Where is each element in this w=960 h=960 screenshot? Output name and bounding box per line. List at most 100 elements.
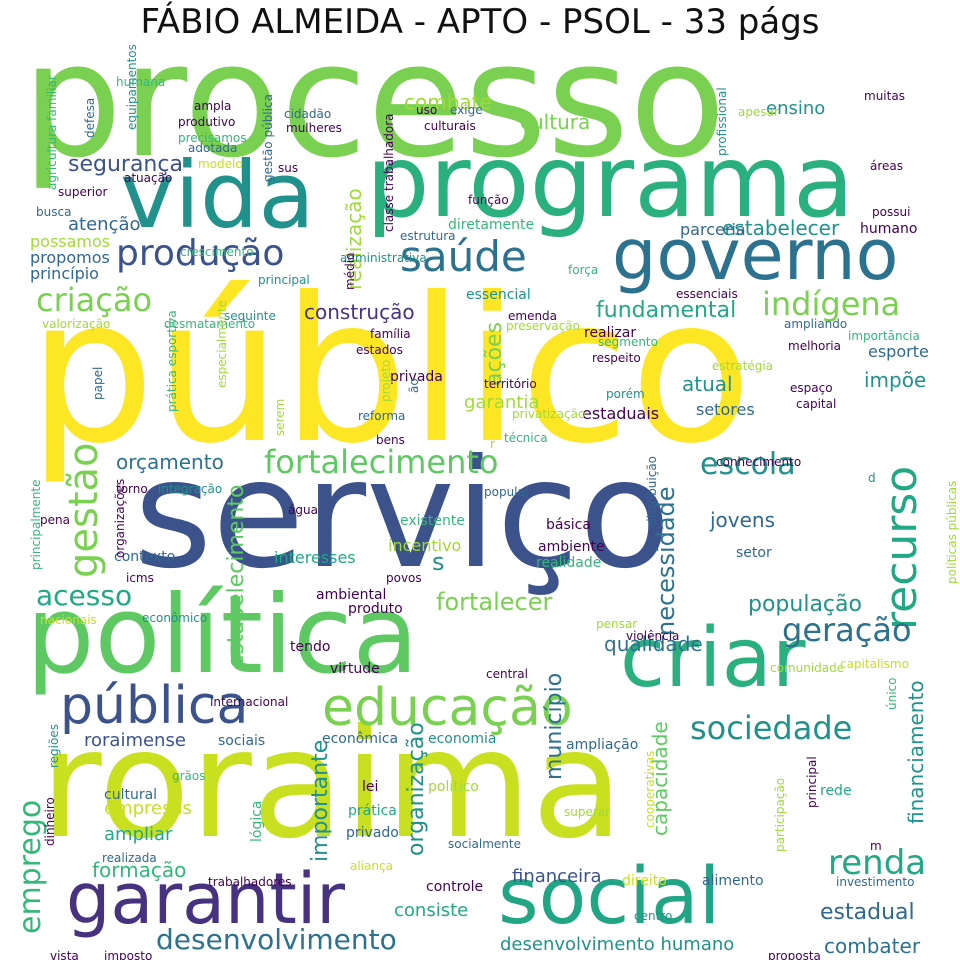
- word-77: setor: [736, 545, 772, 561]
- word-159: privatização: [512, 407, 586, 421]
- word-181: regiões: [47, 724, 61, 768]
- word-71: interesses: [274, 548, 356, 567]
- word-150: profissional: [715, 87, 729, 156]
- word-107: segmento: [598, 335, 658, 349]
- word-82: ampliação: [566, 737, 639, 753]
- word-162: políticas públicas: [945, 480, 959, 584]
- word-191: trabalhadores: [208, 875, 292, 889]
- word-177: capitalismo: [840, 657, 909, 671]
- word-91: controle: [426, 879, 484, 895]
- word-146: equipamentos: [125, 44, 139, 130]
- word-85: lei: [362, 779, 379, 795]
- word-2: serviço: [134, 428, 671, 602]
- word-5: programa: [366, 123, 855, 240]
- word-70: diretamente: [448, 217, 535, 233]
- word-194: centro: [634, 909, 673, 923]
- word-192: investimento: [836, 875, 915, 889]
- word-111: melhoria: [788, 339, 841, 353]
- word-64: propomos: [30, 248, 110, 267]
- word-21: geração: [782, 611, 912, 649]
- word-147: gestão pública: [261, 94, 275, 182]
- word-72: incentivo: [388, 536, 462, 555]
- word-65: princípio: [30, 264, 99, 283]
- word-46: município: [542, 672, 567, 780]
- word-193: socialmente: [448, 837, 521, 851]
- word-124: função: [468, 193, 509, 207]
- word-102: território: [484, 377, 537, 391]
- word-113: espaço: [790, 381, 833, 395]
- chart-title: FÁBIO ALMEIDA - APTO - PSOL - 33 págs: [140, 2, 820, 42]
- word-189: realizada: [102, 851, 157, 865]
- word-84: lógica: [249, 800, 265, 842]
- word-99: pena: [40, 513, 70, 527]
- word-40: construção: [304, 300, 415, 324]
- word-0: processo: [22, 9, 726, 193]
- word-152: papel: [91, 366, 105, 400]
- word-120: apesar: [738, 105, 779, 119]
- word-79: sociais: [218, 733, 266, 749]
- word-80: econômica: [322, 731, 399, 747]
- word-28: população: [748, 592, 862, 617]
- word-96: produto: [348, 601, 403, 617]
- word-185: participação: [773, 777, 787, 852]
- word-78: contexto: [114, 549, 176, 565]
- word-53: financeira: [512, 866, 602, 887]
- word-3: roraima: [40, 698, 624, 872]
- word-139: ampla: [194, 99, 232, 113]
- word-61: empresas: [104, 798, 192, 819]
- word-57: atenção: [68, 214, 141, 235]
- word-15: criação: [36, 281, 153, 319]
- word-134: modelo: [198, 157, 243, 171]
- word-35: combate: [404, 90, 492, 114]
- word-119: exige: [450, 103, 483, 117]
- word-164: distribuição: [645, 455, 659, 526]
- word-131: desmatamento: [164, 317, 256, 331]
- word-26: emprego: [13, 799, 48, 934]
- word-172: nacionais: [40, 613, 97, 627]
- word-138: busca: [36, 205, 72, 219]
- word-169: organizações: [113, 478, 127, 558]
- word-32: financiamento: [904, 680, 928, 824]
- word-141: precisamos: [178, 131, 247, 145]
- word-68: setores: [696, 400, 755, 419]
- word-55: impõe: [864, 368, 927, 392]
- word-95: ambiental: [316, 587, 387, 603]
- word-145: defesa: [83, 97, 97, 138]
- word-6: vida: [120, 142, 315, 249]
- word-168: icms: [126, 571, 154, 585]
- word-126: força: [568, 263, 599, 277]
- word-48: organização: [404, 722, 429, 856]
- word-170: principalmente: [29, 479, 43, 571]
- word-69: estaduais: [582, 404, 660, 423]
- word-197: proposta: [768, 949, 821, 960]
- word-54: desenvolvimento humano: [500, 934, 735, 955]
- word-73: existente: [400, 513, 465, 529]
- word-196: imposto: [104, 949, 153, 960]
- word-175: violência: [626, 629, 680, 643]
- word-22: sociedade: [690, 709, 853, 747]
- word-154: especialmente: [215, 299, 229, 388]
- word-103: reforma: [358, 409, 406, 423]
- word-86: político: [428, 779, 479, 795]
- word-180: único: [885, 677, 899, 710]
- word-13: saúde: [400, 232, 527, 281]
- word-63: possamos: [30, 232, 111, 251]
- word-190: aliança: [350, 859, 393, 873]
- word-67: humano: [860, 221, 918, 237]
- word-33: fundamental: [596, 298, 737, 323]
- word-23: renda: [828, 843, 927, 883]
- word-87: prática: [348, 803, 397, 819]
- word-25: acesso: [36, 579, 133, 612]
- word-132: valorização: [42, 317, 111, 331]
- word-1: público: [28, 255, 753, 488]
- word-130: seguinte: [224, 309, 276, 323]
- word-36: cultura: [520, 110, 591, 134]
- word-151: agricultura familiar: [45, 75, 59, 190]
- word-17: fortalecimento: [264, 443, 499, 481]
- word-16: indígena: [762, 285, 901, 323]
- word-50: roraimense: [84, 730, 186, 751]
- word-133: adotada: [188, 141, 238, 155]
- word-66: parceria: [680, 220, 746, 239]
- word-143: mulheres: [286, 121, 342, 135]
